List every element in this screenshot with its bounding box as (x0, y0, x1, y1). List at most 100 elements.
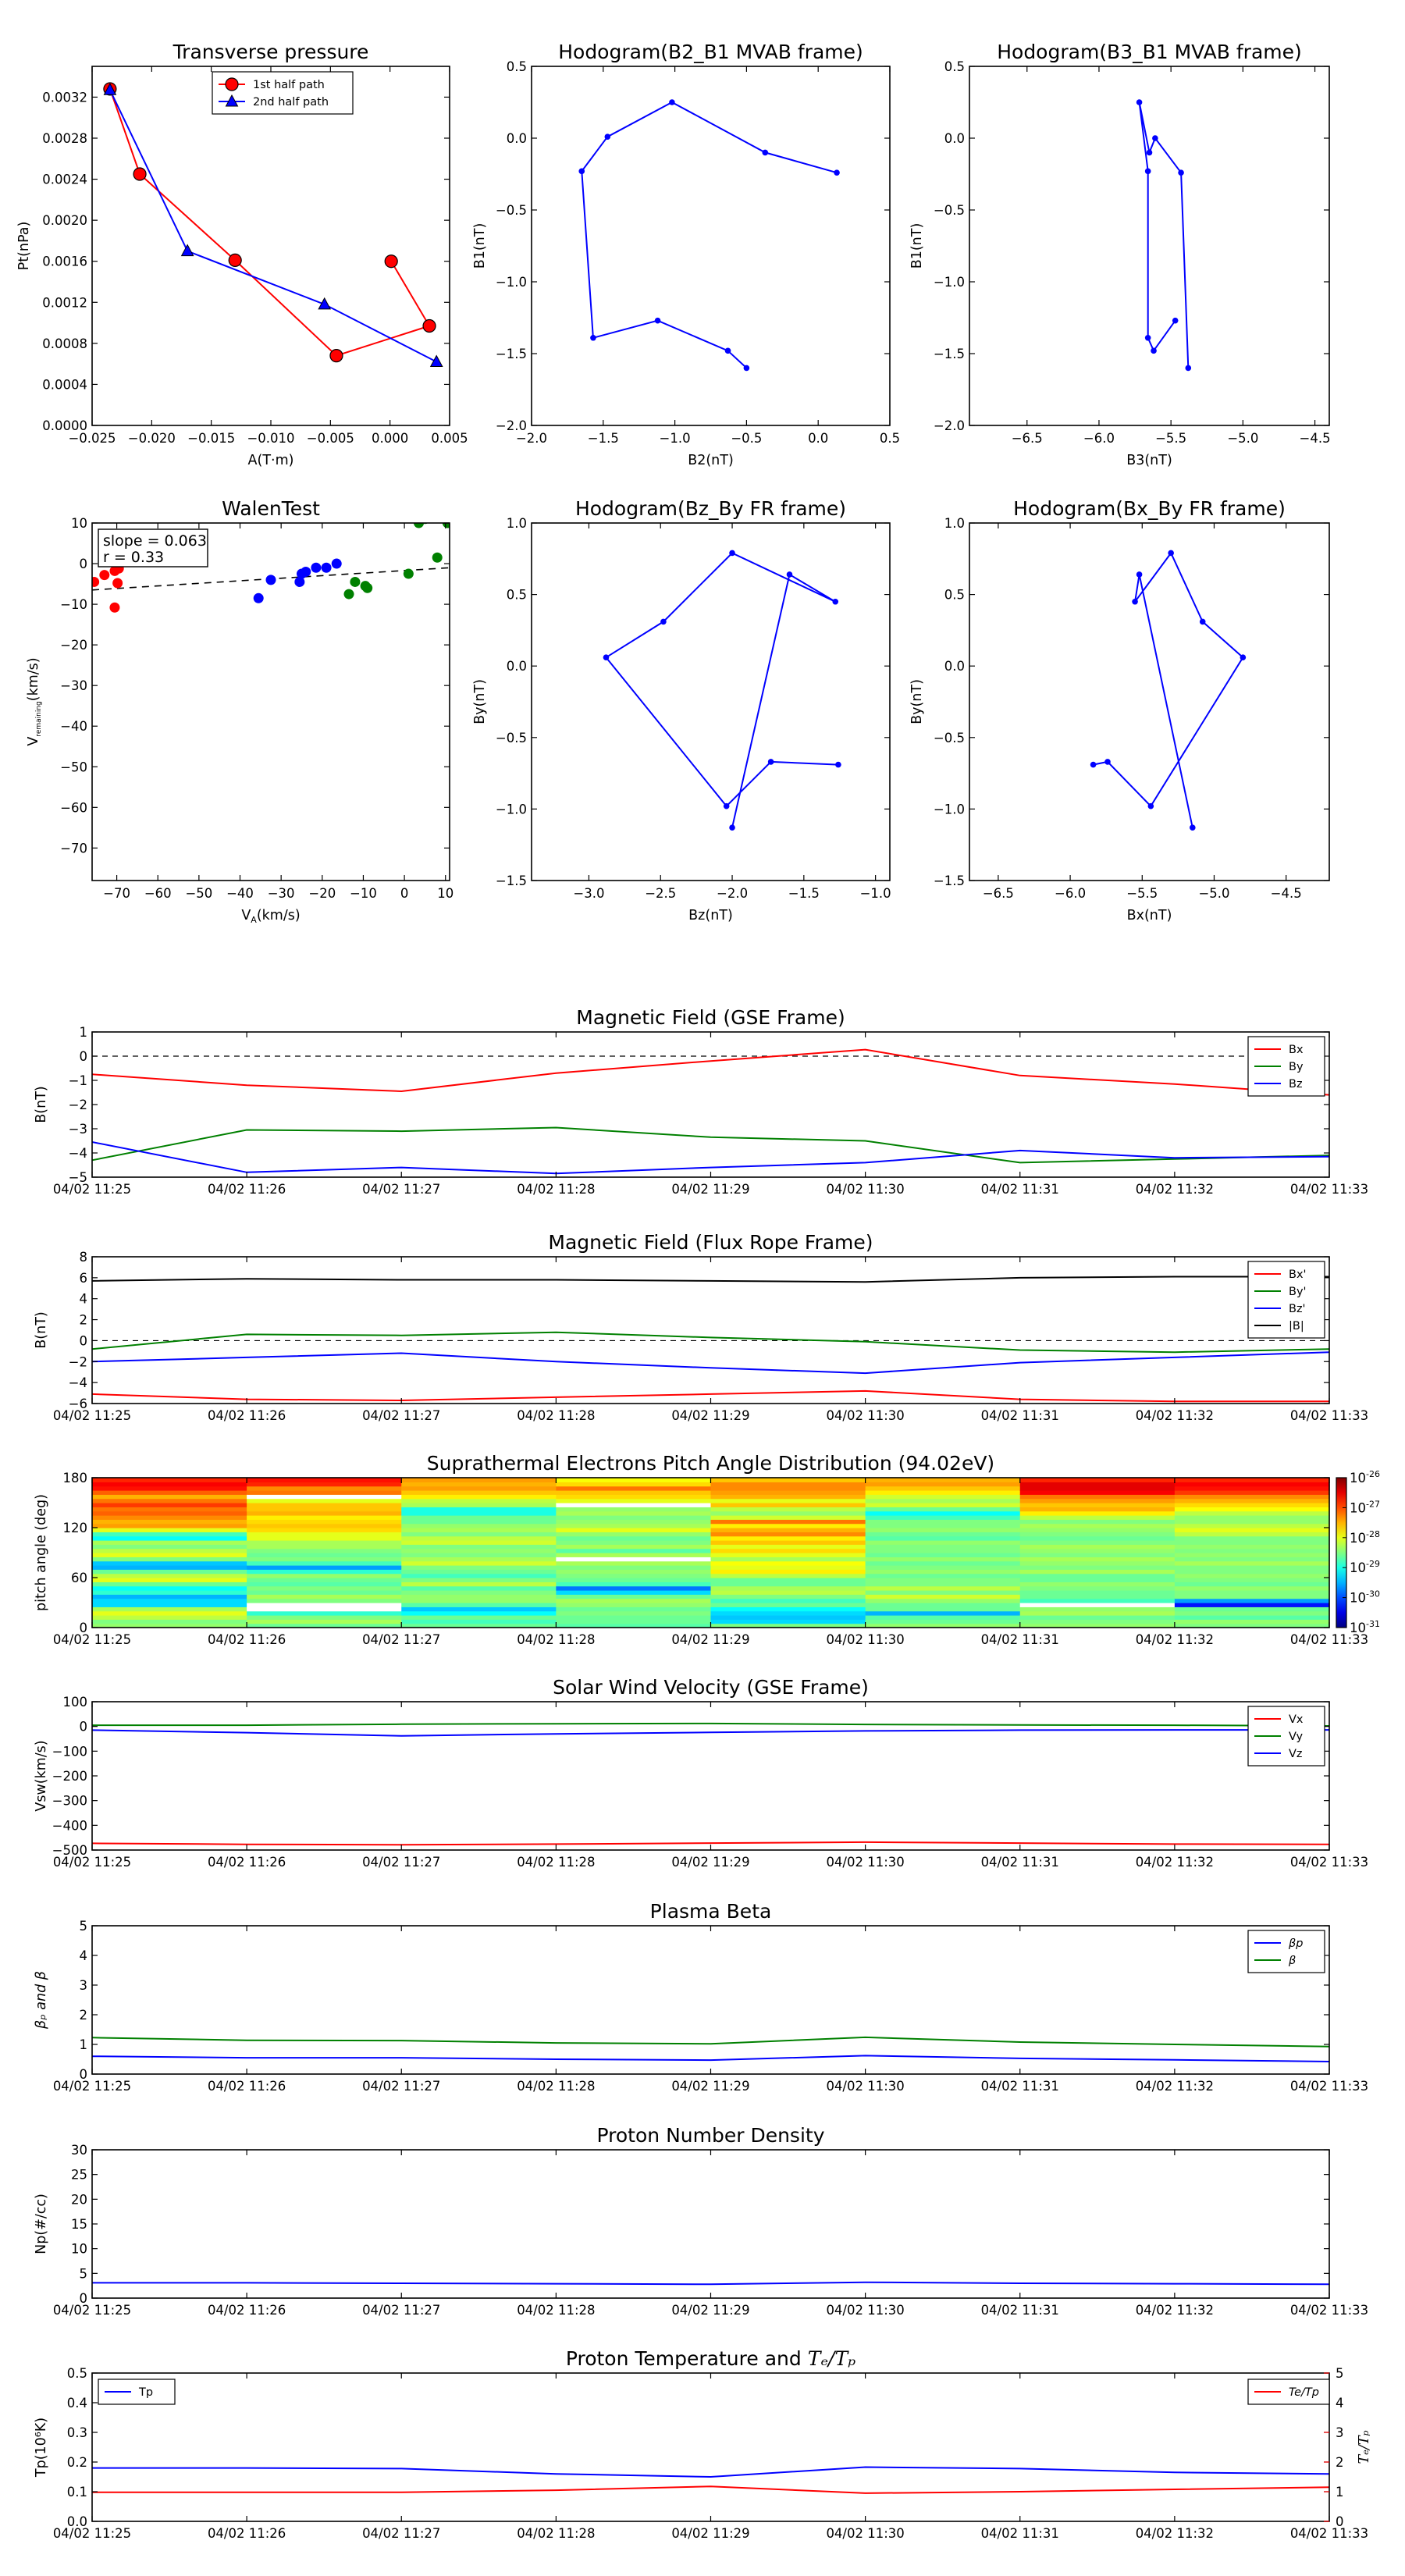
heatmap-cell (1174, 1485, 1330, 1491)
x-tick-label: 04/02 11:33 (1290, 2526, 1368, 2541)
y-tick-label: 4 (80, 1292, 88, 1307)
x-tick-label: −0.020 (128, 431, 176, 446)
x-axis-label: Bz(nT) (688, 908, 733, 923)
heatmap-cell (556, 1565, 712, 1570)
y-axis-label-main: V (26, 737, 41, 746)
x-tick-label: 04/02 11:26 (208, 1182, 286, 1197)
heatmap-cell (401, 1523, 557, 1528)
heatmap-cell (401, 1585, 557, 1591)
heatmap-cell (247, 1623, 402, 1628)
tick-group: 0.0 0.1 0.2 0.3 0.4 0.5 04/02 11:25 04/02 11:26… (53, 2366, 1368, 2541)
heatmap-cell (247, 1523, 402, 1528)
heatmap-cell (556, 1606, 712, 1612)
heatmap-cell (556, 1623, 712, 1628)
colorbar-label-base: 10 (1350, 1560, 1366, 1575)
y-tick-label: −20 (60, 638, 87, 653)
data-layer (578, 99, 840, 372)
heatmap-cell (92, 1606, 247, 1612)
heatmap-cell (1019, 1507, 1176, 1512)
heatmap-cell (1174, 1494, 1330, 1500)
y-axis-label: Vremaining(km/s) (26, 657, 43, 745)
y-tick-label: 0.0 (507, 659, 527, 674)
right-tick-label: 5 (1336, 2366, 1344, 2381)
heatmap-cell (865, 1540, 1021, 1545)
legend-right: Te/Tp (1247, 2379, 1330, 2405)
data-point-dot (724, 347, 731, 354)
data-layer (92, 1722, 1329, 1846)
series-line (92, 2466, 1329, 2478)
data-point-dot (604, 133, 611, 140)
y-tick-label: −400 (52, 1818, 87, 1833)
heatmap-cell (710, 1515, 866, 1520)
heatmap-cell (710, 1548, 866, 1553)
y-axis-label: pitch angle (deg) (34, 1494, 49, 1611)
y-axis-label-unit: (km/s) (26, 657, 41, 701)
heatmap-cell (865, 1560, 1021, 1566)
heatmap-cell (710, 1578, 866, 1582)
y-axis-label: Vsw(km/s) (34, 1740, 49, 1811)
series-line (92, 1331, 1329, 1354)
series-line (92, 2485, 1329, 2494)
heatmap-cell (556, 1482, 712, 1487)
heatmap-cell (865, 1544, 1021, 1550)
x-tick-label: 04/02 11:32 (1136, 1632, 1214, 1647)
legend-left: Tp (98, 2379, 176, 2405)
plot-frame (91, 522, 450, 881)
y-tick-label: −10 (60, 597, 87, 612)
x-tick-label: 04/02 11:25 (53, 2303, 131, 2318)
heatmap-cell (865, 1610, 1021, 1616)
y-tick-label: 0 (80, 2067, 88, 2082)
y-tick-label: 1 (80, 2037, 88, 2052)
data-point-dot (1146, 149, 1153, 156)
heatmap-cell (401, 1519, 557, 1525)
legend: Bx By Bz (1247, 1036, 1325, 1097)
data-point-triangle (103, 83, 117, 95)
heatmap-cell (556, 1498, 712, 1503)
heatmap-cell (1174, 1557, 1330, 1562)
colorbar-label-exp: -31 (1366, 1619, 1380, 1629)
heatmap-cell (865, 1532, 1021, 1537)
x-axis-label-unit: (km/s) (257, 908, 301, 923)
x-tick-label: 04/02 11:31 (981, 1182, 1059, 1197)
heatmap-cell (401, 1606, 557, 1612)
heatmap-cell (1019, 1494, 1176, 1500)
x-tick-label: 04/02 11:33 (1290, 1408, 1368, 1423)
heatmap-cell (401, 1485, 557, 1491)
right-tick-label: 1 (1336, 2485, 1344, 2500)
heatmap-cell (92, 1490, 247, 1495)
data-point-dot (1199, 618, 1206, 625)
heatmap-cell (710, 1507, 866, 1512)
x-tick-label: 04/02 11:30 (826, 2079, 904, 2094)
heatmap-cell (92, 1610, 247, 1616)
heatmap-cell (401, 1478, 557, 1482)
heatmap-cell (1019, 1615, 1176, 1620)
colorbar-label-base: 10 (1350, 1471, 1366, 1485)
legend-label: Vz (1289, 1748, 1303, 1760)
scatter-point (403, 568, 414, 579)
y-tick-label: −2 (69, 1354, 87, 1369)
data-point-dot (1090, 761, 1097, 768)
chart-title: Hodogram(Bx_By FR frame) (1013, 497, 1286, 520)
x-tick-label: 0.000 (372, 431, 408, 446)
y-tick-label: 0.0008 (42, 336, 87, 351)
heatmap-cell (1174, 1610, 1330, 1616)
series-line (92, 1126, 1329, 1164)
series-line (605, 552, 838, 828)
tick-group: 0 5 10 15 20 25 30 04/02 11:25 04/02 11:26 04/02 … (53, 2143, 1368, 2318)
heatmap-cell (556, 1515, 712, 1520)
heatmap-cell (247, 1532, 402, 1537)
heatmap-cell (710, 1553, 866, 1557)
heatmap-cell (1174, 1515, 1330, 1520)
series-line (92, 2055, 1329, 2062)
heatmap-cell (865, 1585, 1021, 1591)
heatmap-cell (556, 1615, 712, 1620)
heatmap-cell (1174, 1573, 1330, 1578)
plot-frame (91, 2372, 1330, 2522)
y-axis-label: Tp(10⁶K) (34, 2418, 49, 2478)
x-tick-label: 04/02 11:30 (826, 1632, 904, 1647)
x-tick-label: 04/02 11:32 (1136, 2526, 1214, 2541)
y-tick-label: 4 (80, 1948, 88, 1963)
data-point-circle (384, 254, 398, 269)
heatmap-cell (865, 1573, 1021, 1578)
